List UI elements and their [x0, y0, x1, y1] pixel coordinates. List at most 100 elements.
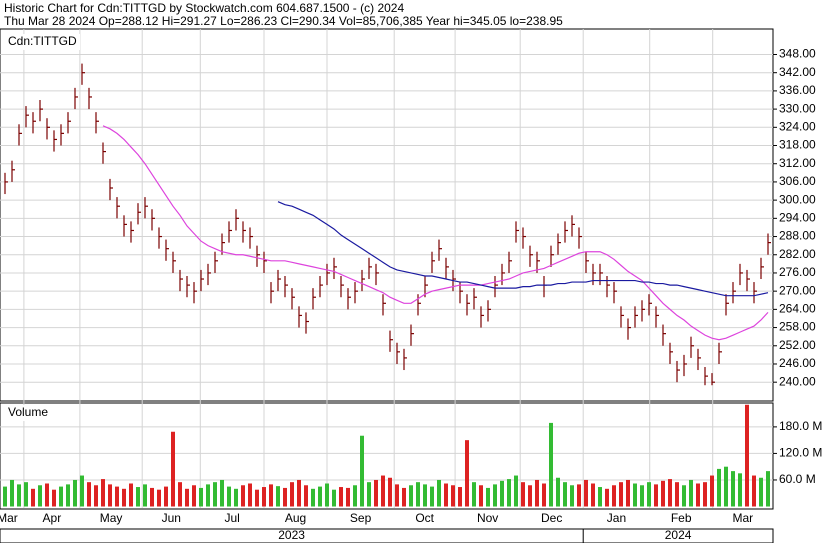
volume-bar: [227, 486, 231, 507]
volume-bar: [45, 483, 49, 507]
volume-bar: [178, 482, 182, 507]
volume-bar: [59, 486, 63, 507]
y-tick-label: 282.00: [779, 247, 816, 261]
symbol-label: Cdn:TITTGD: [8, 34, 77, 48]
volume-bar: [563, 482, 567, 507]
volume-tick-label: 60.0 M: [779, 472, 816, 486]
x-tick-label: Mar: [733, 511, 754, 525]
volume-bar: [542, 483, 546, 507]
volume-tick-label: 180.0 M: [779, 419, 822, 433]
volume-bar: [444, 483, 448, 507]
y-tick-label: 264.00: [779, 302, 816, 316]
volume-bar: [395, 484, 399, 507]
volume-bar: [360, 435, 364, 507]
volume-bar: [73, 479, 77, 507]
volume-bar: [297, 479, 301, 507]
y-tick-label: 318.00: [779, 138, 816, 152]
volume-bar: [668, 479, 672, 507]
volume-bar: [402, 487, 406, 507]
year-label: 2024: [665, 528, 692, 542]
volume-bar: [626, 479, 630, 507]
volume-bar: [290, 482, 294, 507]
volume-bar: [171, 431, 175, 507]
volume-bar: [696, 483, 700, 507]
y-tick-label: 246.00: [779, 356, 816, 370]
x-tick-label: Jan: [607, 511, 626, 525]
y-tick-label: 276.00: [779, 265, 816, 279]
volume-bar: [472, 482, 476, 507]
volume-bar: [710, 475, 714, 507]
volume-bar: [535, 479, 539, 507]
volume-bar: [556, 477, 560, 507]
volume-bar: [521, 482, 525, 507]
volume-bar: [164, 486, 168, 507]
volume-bar: [409, 485, 413, 507]
y-tick-label: 300.00: [779, 192, 816, 206]
volume-bar: [269, 484, 273, 507]
volume-bar: [206, 484, 210, 507]
volume-bar: [304, 485, 308, 507]
volume-bar: [416, 482, 420, 507]
volume-bar: [738, 473, 742, 507]
volume-bar: [241, 485, 245, 507]
chart-subtitle: Thu Mar 28 2024 Op=288.12 Hi=291.27 Lo=2…: [4, 14, 563, 28]
y-tick-label: 240.00: [779, 374, 816, 388]
volume-bar: [745, 404, 749, 507]
x-tick-label: Jul: [224, 511, 239, 525]
volume-bar: [703, 482, 707, 507]
volume-tick-label: 120.0 M: [779, 446, 822, 460]
volume-bar: [507, 479, 511, 507]
y-tick-label: 288.00: [779, 229, 816, 243]
volume-bar: [52, 489, 56, 507]
volume-bar: [213, 482, 217, 507]
volume-bar: [220, 479, 224, 507]
volume-bar: [339, 487, 343, 507]
volume-bar: [17, 484, 21, 507]
y-tick-label: 348.00: [779, 47, 816, 61]
volume-bar: [528, 485, 532, 507]
volume-bar: [157, 489, 161, 507]
moving-average: [102, 125, 769, 341]
volume-bar: [66, 484, 70, 507]
volume-bar: [381, 475, 385, 507]
volume-bar: [766, 471, 770, 507]
x-tick-label: Jun: [162, 511, 181, 525]
volume-bar: [682, 485, 686, 507]
volume-bar: [577, 484, 581, 507]
volume-bar: [752, 475, 756, 507]
volume-bar: [570, 485, 574, 507]
volume-bar: [437, 479, 441, 507]
volume-bar: [185, 488, 189, 507]
y-tick-label: 270.00: [779, 283, 816, 297]
chart-title: Historic Chart for Cdn:TITTGD by Stockwa…: [4, 1, 404, 15]
volume-bar: [94, 485, 98, 507]
volume-bar: [346, 487, 350, 507]
y-tick-label: 306.00: [779, 174, 816, 188]
x-tick-label: Sep: [350, 511, 372, 525]
volume-bar: [255, 489, 259, 507]
y-tick-label: 312.00: [779, 156, 816, 170]
volume-bar: [143, 484, 147, 507]
x-tick-label: Nov: [477, 511, 498, 525]
volume-bar: [199, 487, 203, 507]
volume-bar: [430, 486, 434, 507]
volume-bar: [759, 477, 763, 507]
volume-bar: [654, 484, 658, 507]
volume-bar: [717, 468, 721, 507]
volume-bar: [276, 486, 280, 507]
volume-bar: [479, 485, 483, 507]
x-tick-label: Mar: [0, 511, 18, 525]
volume-box: [4, 405, 58, 421]
volume-bar: [619, 482, 623, 507]
moving-average: [277, 201, 769, 297]
x-tick-label: Aug: [285, 511, 306, 525]
volume-bar: [451, 485, 455, 507]
volume-bar: [38, 485, 42, 507]
x-tick-label: May: [100, 511, 123, 525]
volume-bar: [353, 485, 357, 507]
volume-bar: [374, 479, 378, 507]
y-tick-label: 252.00: [779, 338, 816, 352]
volume-bar: [192, 485, 196, 507]
volume-bar: [311, 488, 315, 507]
